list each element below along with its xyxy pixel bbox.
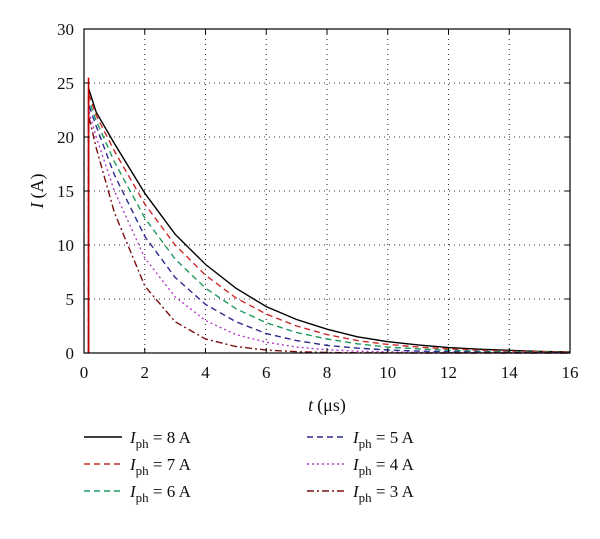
x-tick-label: 0 <box>80 363 89 382</box>
x-tick-label: 14 <box>501 363 519 382</box>
series-line-6 <box>87 98 571 354</box>
y-tick-label: 15 <box>57 182 74 201</box>
y-axis-label: I (A) <box>27 174 48 210</box>
x-axis-symbol: t <box>308 395 314 415</box>
x-axis-unit: (μs) <box>317 395 346 416</box>
y-tick-labels: 0 5 10 15 20 25 30 <box>57 20 74 363</box>
legend-label-3: Iph = 3 A <box>352 482 415 505</box>
x-tick-label: 6 <box>262 363 271 382</box>
y-tick-label: 20 <box>57 128 74 147</box>
series-line-8 <box>87 88 571 353</box>
x-tick-label: 2 <box>141 363 150 382</box>
y-tick-label: 0 <box>66 344 75 363</box>
x-tick-label: 16 <box>562 363 579 382</box>
legend-label-8: Iph = 8 A <box>129 428 192 451</box>
series-line-3 <box>87 115 570 354</box>
series-line-7 <box>87 93 571 353</box>
x-axis-label: t (μs) <box>308 395 346 416</box>
x-tick-label: 4 <box>201 363 210 382</box>
legend: Iph = 8 A Iph = 7 A Iph = 6 A Iph = 5 A Iph … <box>84 428 415 505</box>
series-line-4 <box>87 109 571 354</box>
grid <box>84 29 570 353</box>
y-axis-unit: (A) <box>27 174 48 199</box>
legend-label-5: Iph = 5 A <box>352 428 415 451</box>
y-tick-label: 30 <box>57 20 74 39</box>
x-tick-labels: 0 2 4 6 8 10 12 14 16 <box>80 363 579 382</box>
x-tick-label: 10 <box>379 363 396 382</box>
legend-label-7: Iph = 7 A <box>129 455 192 478</box>
series-line-5 <box>87 104 571 354</box>
y-axis-symbol: I <box>27 202 47 210</box>
axis-ticks <box>83 28 571 354</box>
x-tick-label: 12 <box>440 363 457 382</box>
series-group <box>87 77 571 354</box>
legend-label-4: Iph = 4 A <box>352 455 415 478</box>
legend-label-6: Iph = 6 A <box>129 482 192 505</box>
y-tick-label: 25 <box>57 74 74 93</box>
y-tick-label: 5 <box>66 290 75 309</box>
y-tick-label: 10 <box>57 236 74 255</box>
x-tick-label: 8 <box>323 363 332 382</box>
